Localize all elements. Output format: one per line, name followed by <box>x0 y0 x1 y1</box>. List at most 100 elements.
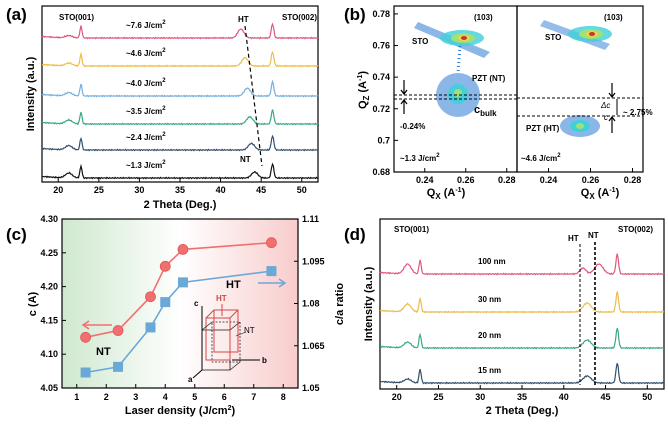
panel-c-x-ticks: 1 2 3 4 5 6 7 8 <box>74 384 286 402</box>
panel-b-right-sto-peak <box>589 32 595 36</box>
point-right-2 <box>145 322 156 333</box>
panel-d-label: (d) <box>344 225 366 244</box>
unit-cell-ht-back <box>213 309 239 353</box>
panel-a-spectra <box>41 22 319 180</box>
x-tick-label-0-0.24: 0.24 <box>416 175 434 185</box>
y-tick-label-0.7: 0.7 <box>377 135 390 145</box>
y-tick-label-4.25: 4.25 <box>40 248 58 258</box>
y-tick-label-0.76: 0.76 <box>372 41 390 51</box>
series-label-100-nm: 100 nm <box>478 257 506 266</box>
x-tick-label-1-0.26: 0.26 <box>582 175 600 185</box>
panel-a-ht-label: HT <box>238 15 249 24</box>
y-tick-label-4.2: 4.20 <box>40 282 58 292</box>
y-tick-label-4.3: 4.30 <box>40 214 58 224</box>
x-tick-label-45: 45 <box>601 392 611 402</box>
spectrum--7-6-j-cm2 <box>41 22 319 40</box>
x-tick-label-50: 50 <box>297 185 307 195</box>
x-tick-label-35: 35 <box>517 392 527 402</box>
series-label-1: ~2.4 J/cm2 <box>126 132 166 142</box>
spectrum--2-4-j-cm2 <box>41 134 319 152</box>
panel-a-nt-label: NT <box>240 155 251 164</box>
panel-b-ylabel: QZ (A-1) <box>357 71 371 109</box>
x-tick-label-5: 5 <box>192 392 197 402</box>
series-line-left <box>85 241 272 339</box>
x-tick-label-1-0.24: 0.24 <box>540 175 558 185</box>
panel-c-unit-cell: HT NT c a b <box>188 294 267 384</box>
unit-cell-a-axis <box>192 369 203 379</box>
spectrum-30-nm <box>379 291 665 314</box>
point-left-0 <box>80 331 91 343</box>
series-label-4: ~4.6 J/cm2 <box>126 48 166 58</box>
panel-b-right-dc-label: Δc <box>600 101 610 110</box>
panel-c-series <box>80 237 277 378</box>
unit-cell-ht-front <box>205 317 231 361</box>
panel-a-sto001-label: STO(001) <box>59 13 94 22</box>
panel-b: (b) (103) STO PZT (NT) cbulk -0.24% ~1.3… <box>344 5 653 201</box>
point-left-2 <box>145 291 156 303</box>
panel-a-xlabel: 2 Theta (Deg.) <box>144 199 217 211</box>
panel-a: (a) 20 25 30 35 40 45 50 ~1.3 J/cm2~2.4 J/cm2~… <box>6 5 319 211</box>
y2-tick-label-1.08: 1.08 <box>302 299 320 309</box>
panel-c-right-axis-arrowhead <box>278 278 287 288</box>
unit-cell-edge1 <box>201 321 213 331</box>
series-label-20-nm: 20 nm <box>478 331 501 340</box>
x-tick-label-6: 6 <box>222 392 227 402</box>
panel-d-sto002-label: STO(002) <box>618 225 653 234</box>
panel-b-left-xlabel: QX (A-1) <box>427 187 466 201</box>
panel-b-right-arrowhead-down <box>608 92 616 98</box>
x-tick-label-3: 3 <box>133 392 138 402</box>
unit-cell-a-text: a <box>188 375 193 384</box>
series-label-3: ~4.0 J/cm2 <box>126 78 166 88</box>
x-tick-label-45: 45 <box>256 185 266 195</box>
y2-tick-label-1.05: 1.05 <box>302 383 320 393</box>
panel-a-series-labels: ~1.3 J/cm2 ~2.4 J/cm2 ~3.5 J/cm2 ~4.0 J/cm2… <box>126 20 166 170</box>
spectrum-100-nm <box>379 253 665 276</box>
y-tick-label-4.1: 4.10 <box>40 349 58 359</box>
panel-c-ht-label: HT <box>226 279 241 291</box>
panel-b-right-fluence: ~4.6 J/cm2 <box>521 153 561 163</box>
panel-b-right-sto-label: STO <box>545 33 561 42</box>
unit-cell-edge2 <box>229 321 241 331</box>
unit-cell-nt-text: NT <box>244 326 255 335</box>
point-right-3 <box>160 297 171 308</box>
panel-d-ylabel: Intensity (a.u.) <box>363 266 375 341</box>
panel-b-left-sto-peak <box>461 36 467 40</box>
y-tick-label-0.78: 0.78 <box>372 9 390 19</box>
point-left-4 <box>177 244 189 255</box>
point-left-5 <box>266 237 277 249</box>
spectrum-20-nm <box>379 328 665 350</box>
panel-b-right-arrowhead-up <box>608 116 616 122</box>
panel-b-right-pzt-label: PZT (HT) <box>526 124 560 133</box>
x-tick-label-40: 40 <box>216 185 226 195</box>
spectrum--4-0-j-cm2 <box>41 79 319 98</box>
panel-b-left-arrowhead-down <box>400 89 408 95</box>
unit-cell-b-text: b <box>262 356 267 365</box>
series-label-2: ~3.5 J/cm2 <box>126 106 166 116</box>
series-label-0: ~1.3 J/cm2 <box>126 160 166 170</box>
panel-b-left-strain: -0.24% <box>400 122 425 131</box>
panel-b-left-pzt-peak <box>454 89 462 97</box>
x-tick-label-35: 35 <box>175 185 185 195</box>
panel-b-right-xlabel: QX (A-1) <box>581 187 620 201</box>
series-label-5: ~7.6 J/cm2 <box>126 20 166 30</box>
x-tick-label-7: 7 <box>251 392 256 402</box>
panel-b-right-c-label: c <box>604 113 608 122</box>
unit-cell-ht-edge1 <box>205 309 215 319</box>
panel-d-ht-label: HT <box>568 234 579 243</box>
x-tick-label-0-0.26: 0.26 <box>457 175 475 185</box>
point-right-1 <box>113 361 124 372</box>
panel-a-label: (a) <box>6 5 27 24</box>
panel-c-nt-label: NT <box>96 346 111 358</box>
panel-b-left-cbulk-label: cbulk <box>474 104 497 118</box>
spectrum--3-5-j-cm2 <box>41 109 319 126</box>
series-label-15-nm: 15 nm <box>478 366 501 375</box>
x-tick-label-20: 20 <box>392 392 402 402</box>
panel-c-ylabel: c (A) <box>27 291 39 316</box>
y-tick-label-4.05: 4.05 <box>40 383 58 393</box>
point-right-5 <box>266 266 277 277</box>
y-tick-label-0.68: 0.68 <box>372 167 390 177</box>
y2-tick-label-1.065: 1.065 <box>302 341 325 351</box>
y2-tick-label-1.11: 1.11 <box>302 214 319 224</box>
panel-b-y-ticks: 0.68 0.7 0.72 0.74 0.76 0.78 <box>372 9 398 177</box>
panel-b-left-ctr-streak <box>456 45 462 73</box>
